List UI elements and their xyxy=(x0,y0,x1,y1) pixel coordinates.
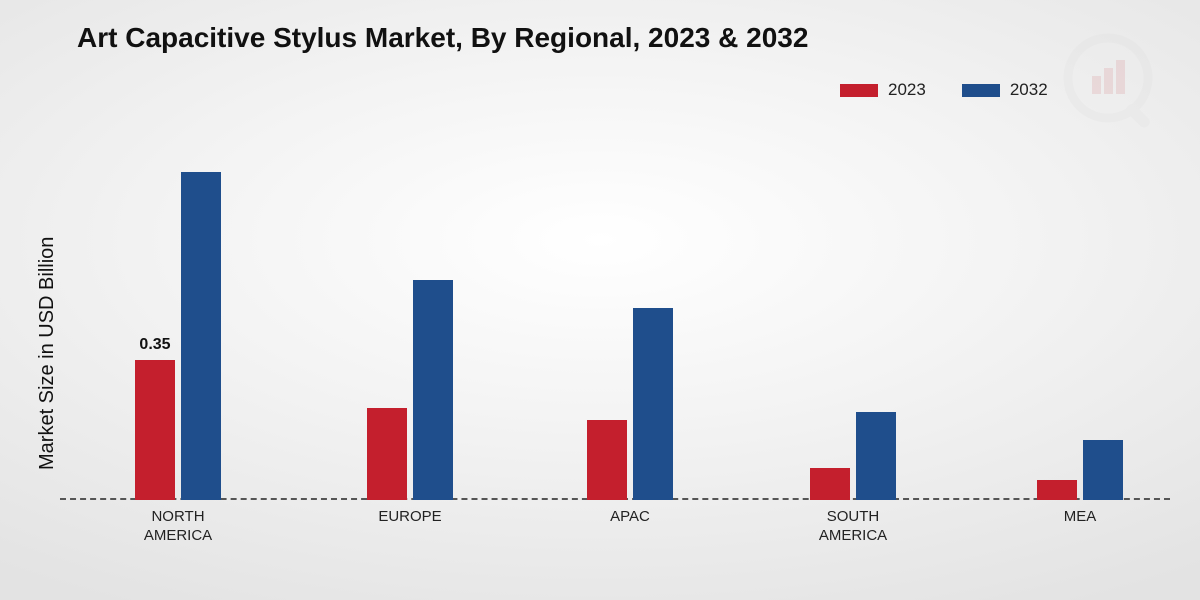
legend-item-2023: 2023 xyxy=(840,80,926,100)
legend: 2023 2032 xyxy=(840,80,1048,100)
chart-canvas: Art Capacitive Stylus Market, By Regiona… xyxy=(0,0,1200,600)
x-axis-label: NORTH AMERICA xyxy=(144,508,212,546)
bar-y2023-1 xyxy=(367,408,407,500)
x-axis-label: MEA xyxy=(1064,508,1097,527)
plot-area: 0.35NORTH AMERICAEUROPEAPACSOUTH AMERICA… xyxy=(60,120,1170,500)
x-axis-label: SOUTH AMERICA xyxy=(819,508,887,546)
chart-title: Art Capacitive Stylus Market, By Regiona… xyxy=(77,22,808,54)
y-axis-label: Market Size in USD Billion xyxy=(36,237,59,470)
bar-value-label: 0.35 xyxy=(139,336,170,354)
legend-item-2032: 2032 xyxy=(962,80,1048,100)
bar-y2023-4 xyxy=(1037,480,1077,500)
legend-label-2032: 2032 xyxy=(1010,80,1048,100)
bar-y2032-4 xyxy=(1083,440,1123,500)
legend-swatch-2023 xyxy=(840,84,878,97)
x-axis-label: APAC xyxy=(610,508,650,527)
x-axis-label: EUROPE xyxy=(378,508,441,527)
bar-y2032-0 xyxy=(181,172,221,500)
legend-label-2023: 2023 xyxy=(888,80,926,100)
bar-y2023-0 xyxy=(135,360,175,500)
bar-y2023-3 xyxy=(810,468,850,500)
legend-swatch-2032 xyxy=(962,84,1000,97)
bar-y2032-1 xyxy=(413,280,453,500)
bar-y2023-2 xyxy=(587,420,627,500)
bar-y2032-3 xyxy=(856,412,896,500)
bar-y2032-2 xyxy=(633,308,673,500)
